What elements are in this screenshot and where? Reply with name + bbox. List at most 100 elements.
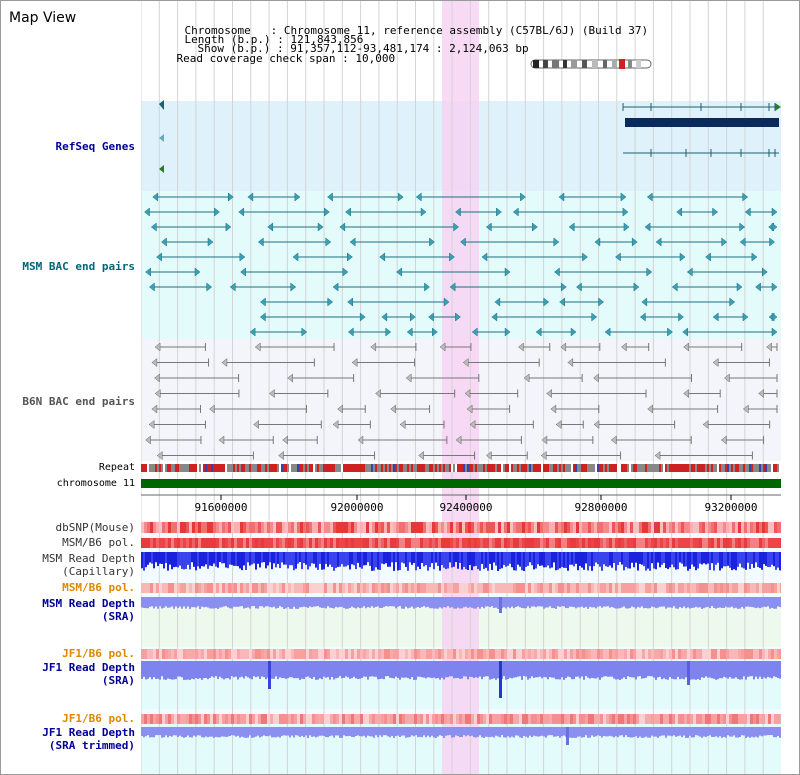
axis-tick-label: 93200000: [705, 501, 758, 514]
heat-cell: [567, 538, 570, 548]
depth-bar: [195, 552, 197, 571]
depth-bar: [563, 727, 565, 736]
repeat-cell: [735, 464, 737, 472]
heat-cell: [387, 649, 390, 659]
bac-end-marker: [228, 192, 234, 202]
genome-plot-svg[interactable]: 91600000 92000000 92400000 92800000 93200000: [140, 1, 783, 774]
depth-bar: [387, 661, 389, 677]
bac-end-marker: [359, 312, 366, 322]
heat-cell: [504, 583, 507, 593]
heat-cell: [642, 583, 645, 593]
depth-bar: [181, 597, 183, 609]
heat-cell: [264, 649, 267, 659]
heat-cell: [645, 538, 648, 548]
b6n-end-marker: [148, 419, 155, 430]
heat-cell: [399, 583, 402, 593]
heat-cell: [705, 522, 708, 533]
heat-cell: [756, 649, 759, 659]
heat-cell: [591, 714, 594, 724]
heat-cell: [255, 538, 258, 548]
depth-bar: [723, 727, 725, 737]
depth-bar: [141, 727, 143, 736]
axis-tick-label: 92400000: [440, 501, 493, 514]
repeat-cell: [539, 464, 541, 472]
heat-cell: [765, 714, 768, 724]
repeat-cell: [725, 464, 727, 472]
depth-bar: [373, 597, 375, 608]
heat-cell: [489, 538, 492, 548]
heat-cell: [756, 583, 759, 593]
depth-bar: [583, 552, 585, 570]
chromosome-ideogram[interactable]: [530, 54, 652, 69]
depth-bar: [711, 727, 713, 737]
heat-cell: [198, 538, 201, 548]
heat-cell: [537, 538, 540, 548]
heat-cell: [573, 538, 576, 548]
heat-cell: [633, 714, 636, 724]
depth-bar: [375, 597, 377, 607]
depth-bar: [771, 552, 773, 565]
depth-bar: [461, 661, 463, 679]
depth-bar: [497, 552, 499, 571]
depth-bar: [447, 661, 449, 678]
heat-cell: [387, 714, 390, 724]
depth-bar: [663, 661, 665, 679]
bac-end-marker: [257, 237, 264, 247]
depth-bar: [473, 661, 475, 679]
depth-bar: [647, 661, 649, 677]
depth-bar: [673, 661, 675, 680]
repeat-cell: [753, 464, 755, 472]
depth-bar: [231, 661, 233, 677]
depth-bar: [479, 552, 481, 571]
depth-bar: [193, 727, 195, 736]
depth-bar: [711, 597, 713, 607]
gene-block: [625, 118, 779, 127]
b6n-end-marker: [405, 373, 412, 383]
bac-end-marker: [676, 207, 682, 217]
genome-plot-area[interactable]: 91600000 92000000 92400000 92800000 93200000: [140, 1, 783, 774]
heat-cell: [480, 583, 483, 593]
heat-cell: [141, 538, 144, 548]
bac-end-marker: [520, 192, 526, 202]
heat-cell: [240, 522, 243, 533]
depth-bar: [257, 552, 259, 564]
depth-bar: [323, 597, 325, 608]
heat-cell: [549, 522, 552, 533]
heat-cell: [393, 583, 396, 593]
heat-cell: [291, 522, 294, 533]
heat-cell: [366, 522, 369, 533]
heat-cell: [687, 522, 690, 533]
depth-bar: [387, 597, 389, 607]
heat-cell: [396, 649, 399, 659]
heat-cell: [468, 522, 471, 533]
heat-cell: [447, 522, 450, 533]
depth-bar: [467, 597, 469, 608]
repeat-cell: [749, 464, 751, 472]
repeat-cell: [775, 464, 777, 472]
depth-bar: [537, 597, 539, 607]
heat-cell: [267, 538, 270, 548]
repeat-cell: [591, 464, 593, 472]
depth-bar: [401, 597, 403, 609]
heat-cell: [657, 714, 660, 724]
depth-bar: [221, 597, 223, 608]
depth-bar: [501, 727, 503, 736]
repeat-cell: [237, 464, 239, 472]
heat-cell: [315, 583, 318, 593]
heat-cell: [279, 522, 282, 533]
depth-bar: [441, 597, 443, 609]
depth-bar: [469, 661, 471, 677]
depth-bar: [607, 552, 609, 567]
heat-cell: [186, 522, 189, 533]
depth-bar: [439, 552, 441, 571]
depth-bar: [427, 552, 429, 571]
depth-bar: [719, 552, 721, 571]
heat-cell: [492, 583, 495, 593]
depth-bar: [455, 727, 457, 736]
depth-bar: [691, 727, 693, 738]
heat-cell: [675, 583, 678, 593]
depth-bar: [703, 727, 705, 737]
heat-cell: [474, 583, 477, 593]
depth-bar: [141, 552, 143, 569]
depth-bar: [649, 552, 651, 571]
